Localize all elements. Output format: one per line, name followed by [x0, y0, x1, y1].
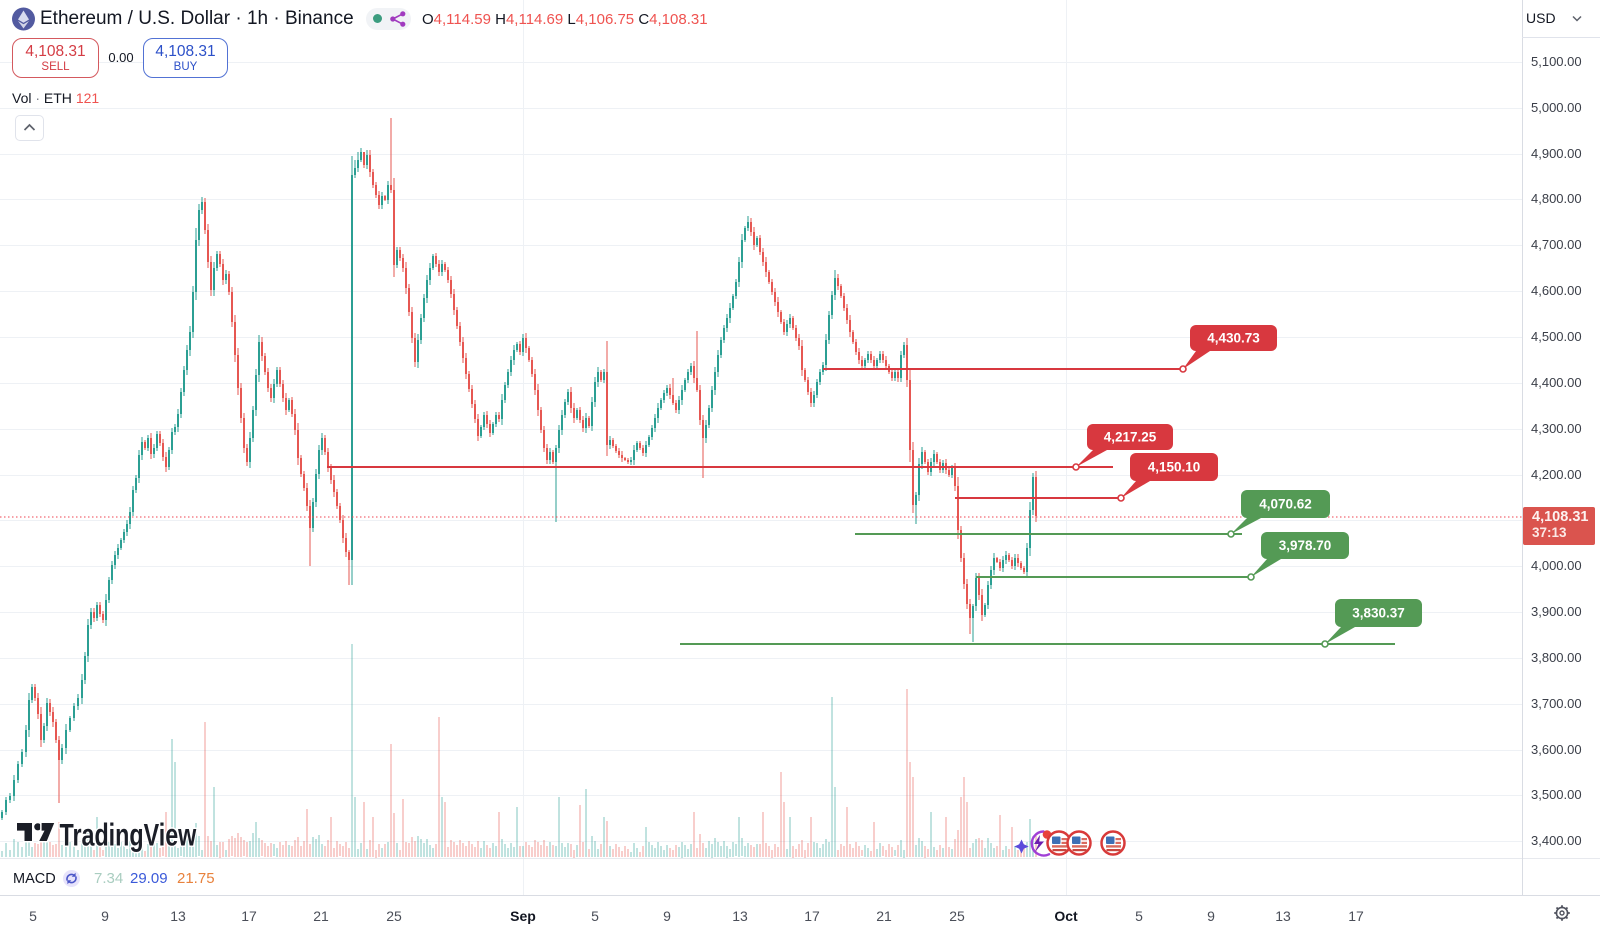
svg-text:3,830.37: 3,830.37: [1352, 606, 1405, 621]
svg-text:4,150.10: 4,150.10: [1148, 460, 1201, 475]
svg-text:3,978.70: 3,978.70: [1279, 538, 1332, 553]
svg-text:4,070.62: 4,070.62: [1259, 497, 1312, 512]
svg-text:4,217.25: 4,217.25: [1104, 430, 1157, 445]
svg-text:4,430.73: 4,430.73: [1207, 331, 1260, 346]
svg-text:TradingView: TradingView: [60, 817, 197, 852]
